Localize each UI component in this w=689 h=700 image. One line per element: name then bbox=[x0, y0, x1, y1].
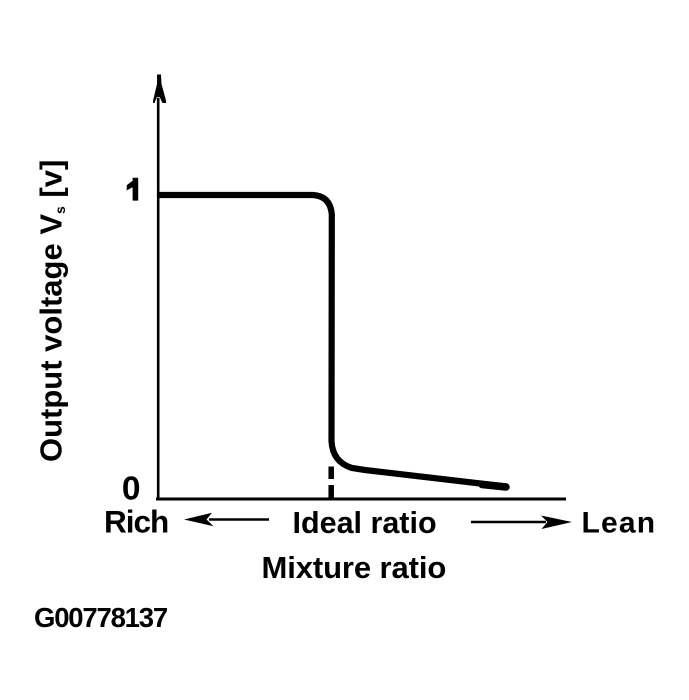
svg-text:Mixture ratio: Mixture ratio bbox=[262, 550, 447, 585]
svg-text:Output voltage Vs [v]: Output voltage Vs [v] bbox=[34, 160, 69, 462]
svg-text:G00778137: G00778137 bbox=[34, 602, 168, 633]
svg-text:0: 0 bbox=[122, 471, 141, 508]
svg-text:Lean: Lean bbox=[582, 507, 657, 540]
svg-text:Ideal ratio: Ideal ratio bbox=[293, 506, 437, 540]
svg-text:Rich: Rich bbox=[104, 504, 168, 540]
